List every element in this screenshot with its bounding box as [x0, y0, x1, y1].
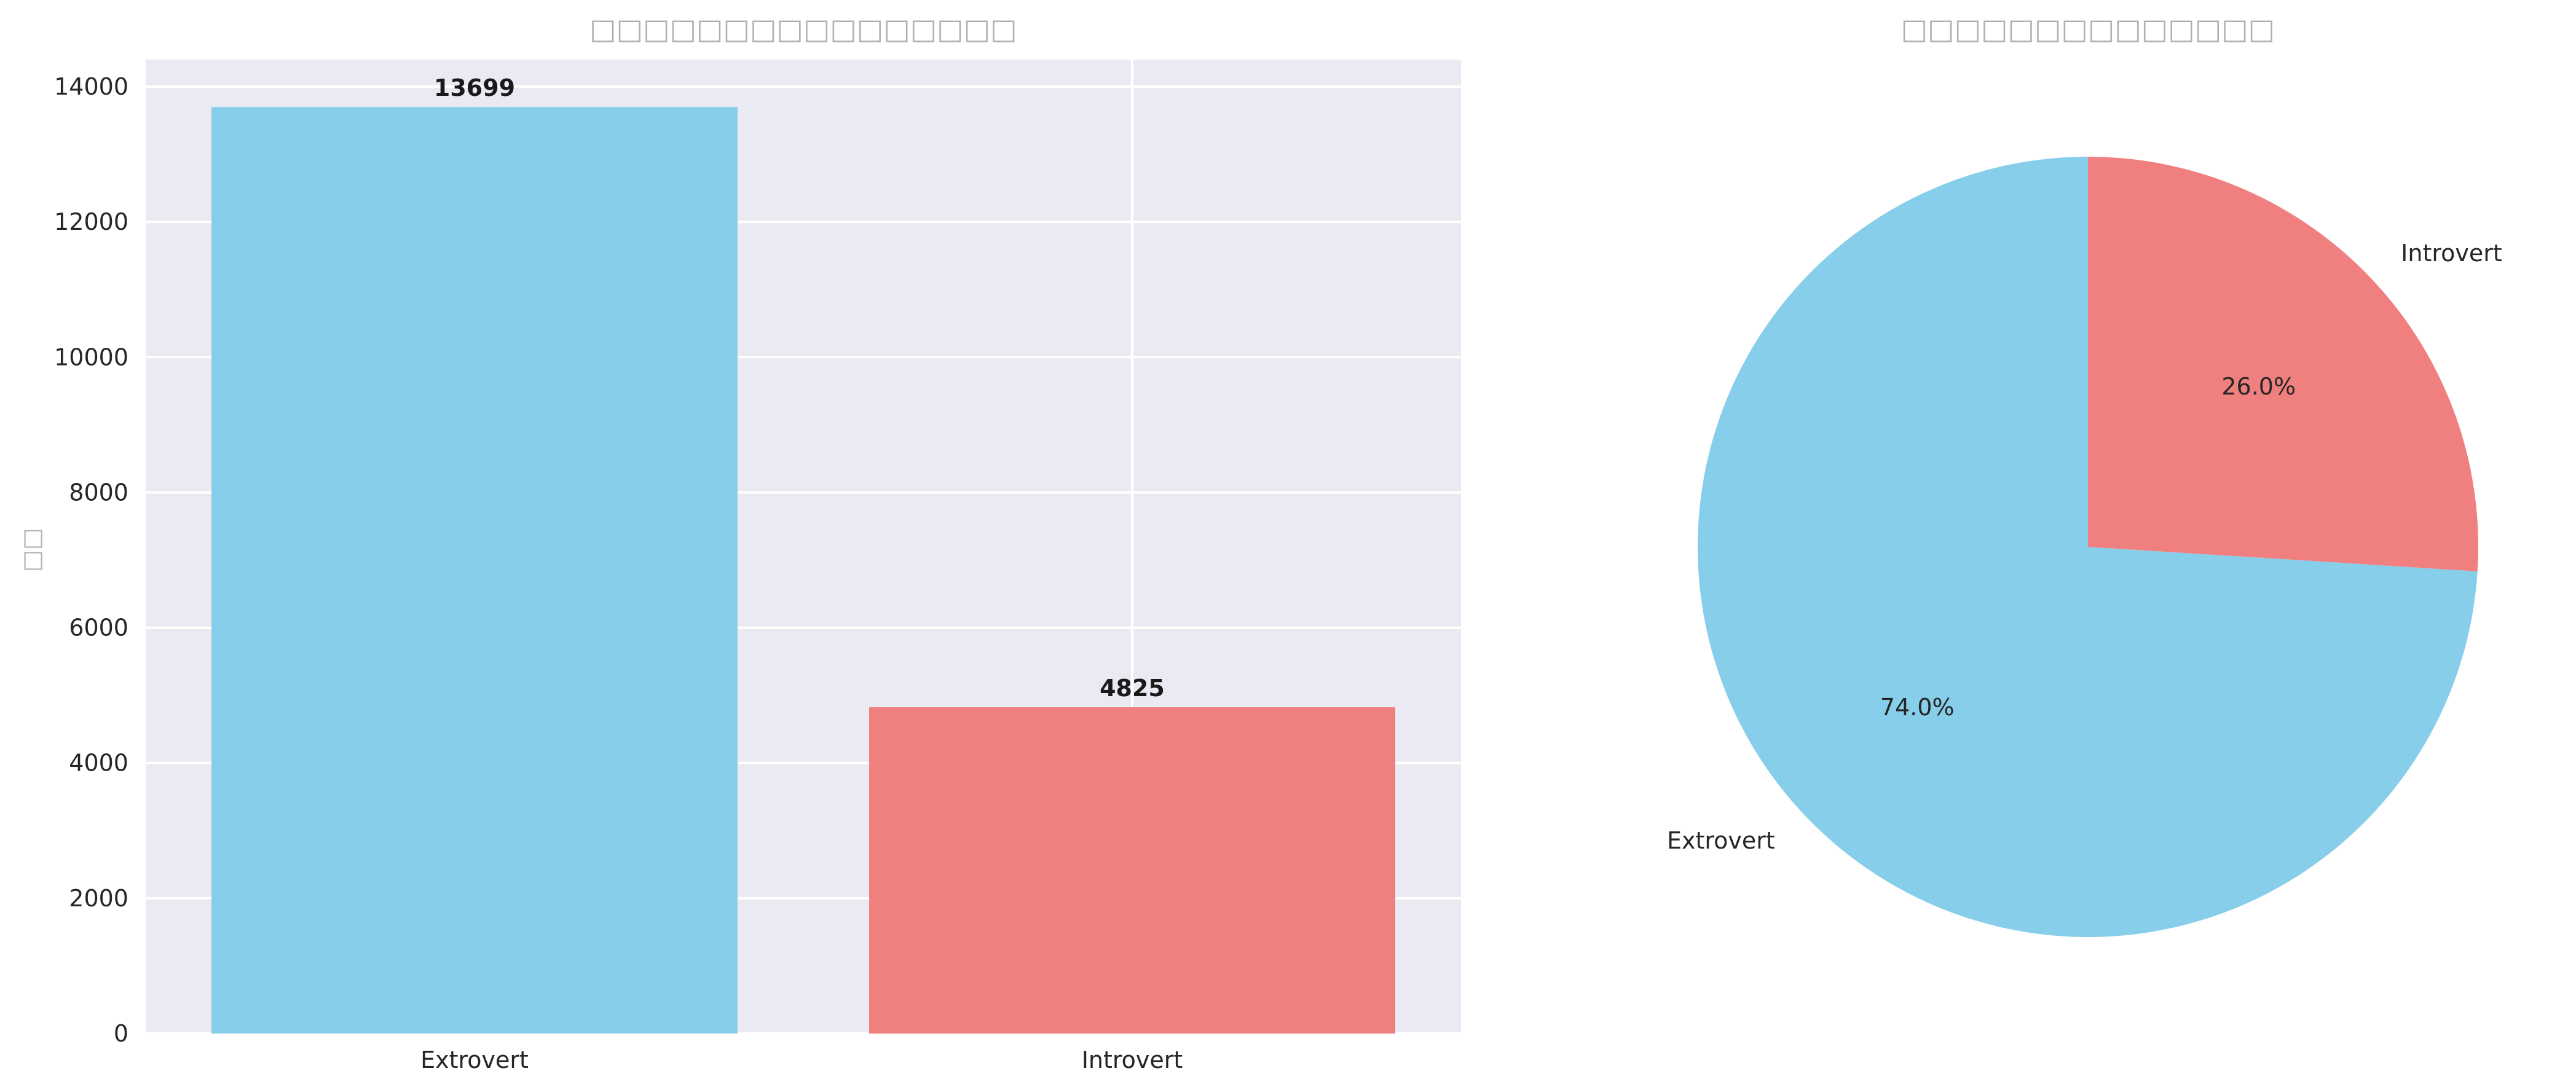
bar-x-tick-label: Introvert — [1082, 1046, 1183, 1073]
pie-slice-label: Introvert — [2401, 240, 2502, 267]
pie-slice-extrovert — [1698, 157, 2478, 937]
pie-percent-label: 26.0% — [2221, 373, 2296, 400]
pie-slice-introvert — [2088, 156, 2479, 571]
bar-y-tick-label: 8000 — [69, 479, 128, 506]
bar-y-tick-label: 14000 — [54, 73, 128, 100]
bar-chart: 0 2000 4000 6000 8000 10000 12000 14000 Extrove… — [18, 12, 1461, 1073]
bar-y-tick-label: 6000 — [69, 614, 128, 642]
bar-data-label: 13699 — [434, 74, 515, 101]
bar-introvert — [869, 707, 1395, 1034]
bar-y-tick-label: 4000 — [69, 750, 128, 777]
bar-y-axis-label: □□ — [18, 528, 45, 572]
bar-y-tick-label: 12000 — [54, 208, 128, 235]
bar-y-tick-label: 2000 — [69, 885, 128, 912]
bar-x-axis: Extrovert Introvert — [420, 1046, 1183, 1073]
pie-labels: Extrovert Introvert — [1667, 240, 2502, 854]
bar-chart-title: □□□□□□□□□□□□□□□□ — [589, 12, 1017, 45]
pie-slice-label: Extrovert — [1667, 827, 1775, 854]
bar-x-tick-label: Extrovert — [420, 1046, 529, 1073]
bar-y-axis: 0 2000 4000 6000 8000 10000 12000 14000 — [54, 73, 128, 1047]
bar-y-tick-label: 10000 — [54, 343, 128, 371]
pie-slices — [1698, 156, 2479, 937]
bar-data-labels: 13699 4825 — [434, 74, 1165, 702]
bar-y-tick-label: 0 — [114, 1020, 128, 1047]
pie-percent-labels: 74.0% 26.0% — [1880, 373, 2296, 721]
pie-chart-title: □□□□□□□□□□□□□□ — [1901, 12, 2275, 45]
bar-data-label: 4825 — [1100, 675, 1165, 702]
bar-extrovert — [211, 107, 738, 1034]
pie-percent-label: 74.0% — [1880, 694, 1955, 721]
bar-series — [211, 107, 1395, 1034]
pie-chart: Extrovert Introvert 74.0% 26.0% □□□□□□□□□□… — [1667, 12, 2502, 937]
